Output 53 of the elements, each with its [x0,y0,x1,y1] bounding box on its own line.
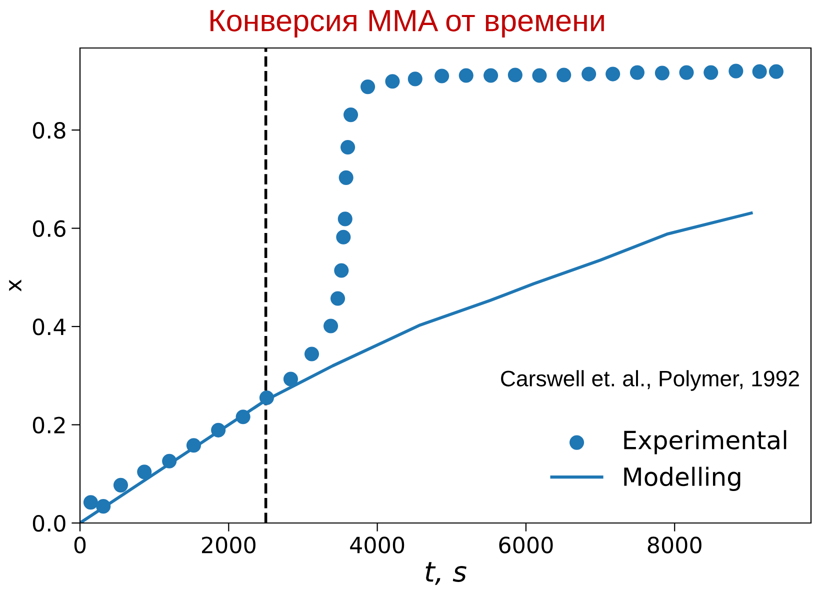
point [768,64,784,79]
point [752,64,767,79]
point [343,108,358,122]
point [556,68,572,82]
x-tick-label: 4000 [350,536,404,554]
point [728,64,744,78]
y-tick-label: 0.8 [32,122,66,139]
point [508,68,522,82]
point [304,346,320,362]
point [336,230,351,244]
point [408,72,422,86]
point [679,65,694,80]
point [434,68,450,84]
point [704,65,718,80]
point [338,212,352,226]
y-axis-title: x [9,280,22,292]
point [259,390,274,406]
point [630,65,645,80]
point [137,464,152,480]
point [162,454,177,468]
point [96,499,111,514]
point [211,422,226,438]
point [532,68,547,83]
point [330,291,346,306]
x-tick-label: 0 [74,536,86,554]
point [606,66,620,82]
x-tick-label: 2000 [202,536,256,554]
point [360,80,376,94]
y-tick-label: 0.6 [32,220,66,238]
point [340,140,356,155]
point [484,68,498,83]
point [186,438,202,453]
point [582,66,596,82]
annotation: Carswell et. al., Polymer, 1992 [501,370,799,391]
point [385,74,400,89]
x-axis-title: t, s [426,562,466,585]
y-tick-label: 0.4 [32,318,66,336]
point [334,263,349,278]
point [654,66,670,80]
y-tick-label: 0.0 [32,514,66,532]
point [323,318,338,334]
legend-label: Experimental [624,430,786,454]
point [113,478,128,492]
legend-label: Modelling [624,466,740,491]
point [283,372,298,386]
point [236,410,250,424]
x-tick-label: 6000 [499,536,553,554]
y-tick-label: 0.2 [32,416,65,434]
point [458,68,474,83]
x-tick-label: 8000 [648,536,702,554]
chart-title: Конверсия MMA от времени [210,10,604,38]
point [338,170,354,185]
point [83,495,98,510]
